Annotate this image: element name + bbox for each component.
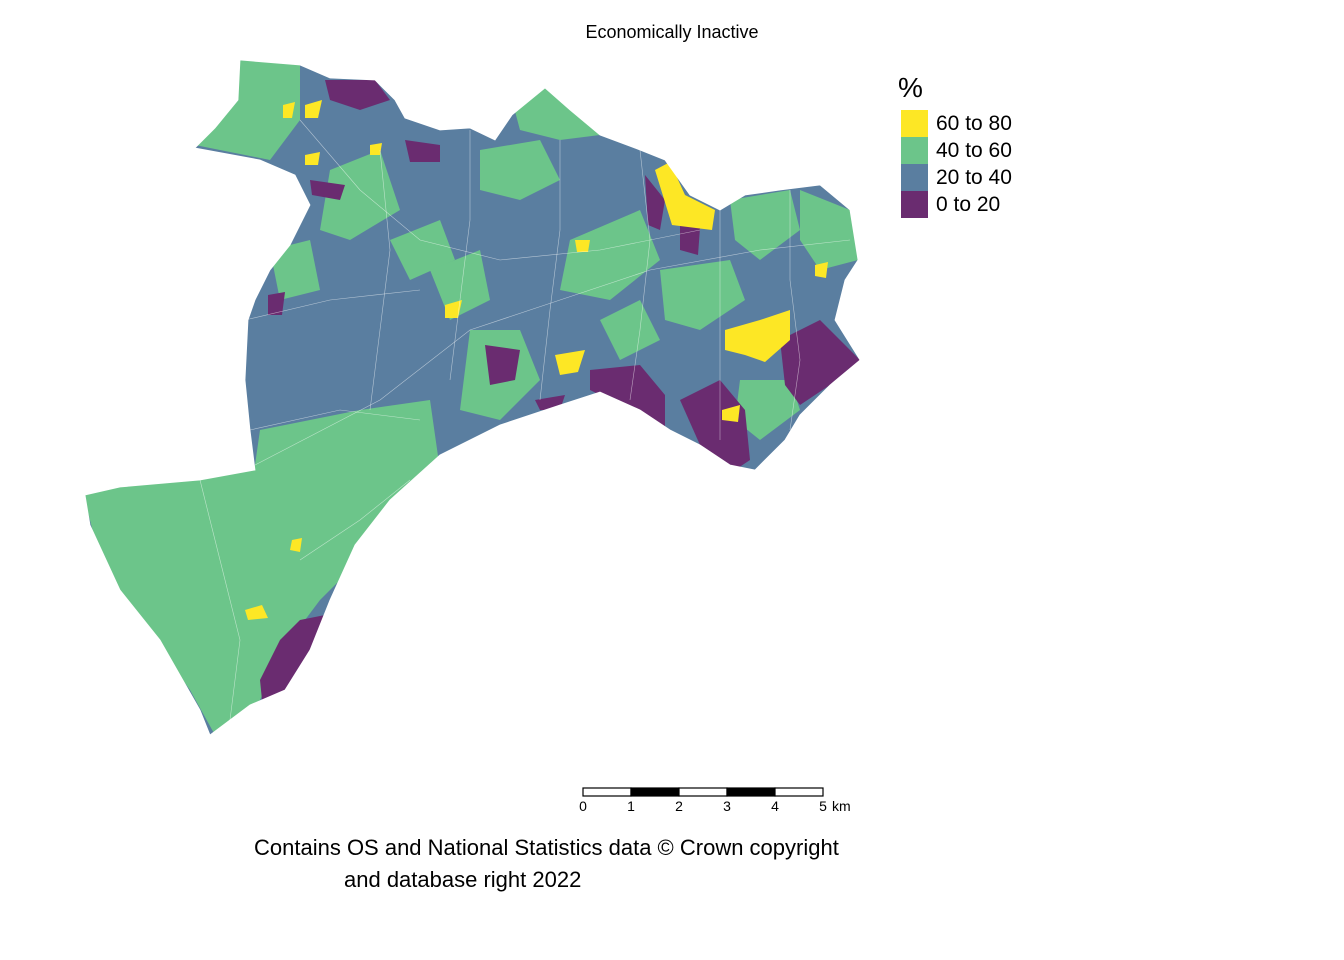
region-40-60: [660, 260, 745, 330]
legend-item: 0 to 20: [898, 191, 1012, 218]
region-60-80: [305, 152, 320, 165]
credit-line: and database right 2022: [344, 867, 582, 892]
scale-segment: [774, 787, 824, 797]
region-0-20: [268, 292, 285, 315]
region-0-20: [680, 225, 700, 255]
region-40-60: [85, 400, 440, 735]
region-40-60: [390, 220, 455, 280]
legend-swatch: [901, 110, 928, 137]
scale-segment: [582, 787, 632, 797]
scale-tick-label: 3: [723, 798, 731, 814]
scale-tick-label: 2: [675, 798, 683, 814]
scale-segment: [630, 787, 680, 797]
legend-swatch: [901, 191, 928, 218]
scale-bar: [582, 787, 824, 797]
region-0-20: [260, 615, 325, 700]
credit-line: Contains OS and National Statistics data…: [254, 835, 839, 860]
region-0-20: [325, 80, 390, 110]
region-0-20: [485, 345, 520, 385]
region-60-80: [575, 240, 590, 252]
region-0-20: [780, 320, 860, 405]
scale-unit: km: [832, 798, 851, 814]
region-60-80: [725, 310, 790, 362]
region-60-80: [555, 350, 585, 375]
legend-label: 20 to 40: [936, 165, 1012, 189]
scale-tick-label: 1: [627, 798, 635, 814]
scale-tick-label: 5: [819, 798, 827, 814]
region-40-60: [735, 380, 800, 440]
region-0-20: [645, 175, 665, 230]
copyright-credit: Contains OS and National Statistics data…: [254, 832, 839, 896]
region-60-80: [815, 262, 828, 278]
region-60-80: [290, 538, 302, 552]
region-40-60: [480, 140, 560, 200]
region-40-60: [430, 250, 490, 320]
map-title: Economically Inactive: [585, 22, 759, 42]
legend-label: 0 to 20: [936, 192, 1001, 216]
region-60-80: [283, 102, 295, 118]
region-40-60: [512, 88, 600, 140]
region-40-60: [560, 210, 660, 300]
legend-label: 60 to 80: [936, 111, 1012, 135]
region-60-80: [655, 162, 715, 230]
legend-item: 20 to 40: [898, 164, 1012, 191]
legend-swatch: [901, 164, 928, 191]
scale-tick-label: 0: [579, 798, 587, 814]
region-40-60: [600, 300, 660, 360]
region-0-20: [310, 180, 345, 200]
legend-item: 60 to 80: [898, 110, 1012, 137]
legend-item: 40 to 60: [898, 137, 1012, 164]
scale-segment: [726, 787, 776, 797]
region-60-80: [370, 143, 382, 155]
legend: % 60 to 80 40 to 60 20 to 40 0 to 20: [898, 72, 1012, 218]
region-40-60: [730, 190, 800, 260]
scale-tick-label: 4: [771, 798, 779, 814]
legend-label: 40 to 60: [936, 138, 1012, 162]
region-borders: [199, 119, 851, 721]
region-60-80: [245, 605, 268, 620]
legend-title: %: [898, 72, 923, 103]
region-0-20: [680, 380, 750, 470]
region-40-60: [800, 190, 858, 270]
region-0-20: [405, 140, 440, 162]
map-boundary: [84, 59, 861, 736]
region-60-80: [722, 405, 740, 422]
scale-segment: [678, 787, 728, 797]
region-60-80: [445, 300, 462, 318]
region-60-80: [305, 100, 322, 118]
legend-swatch: [901, 137, 928, 164]
region-40-60: [195, 60, 300, 160]
region-40-60: [320, 150, 400, 240]
